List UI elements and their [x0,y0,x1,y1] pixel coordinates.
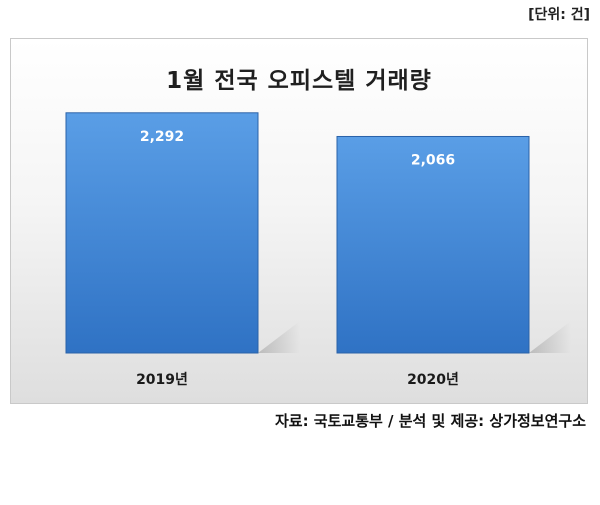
unit-label: [단위: 건] [528,7,590,23]
bar-2019년 [65,112,259,354]
x-tick-label: 2019년 [136,372,188,388]
bar-chart: 2,292 2019년 2,066 2020년 [65,112,571,388]
bar-shadow [258,321,300,353]
chart-title: 1월 전국 오피스텔 거래량 [166,68,432,94]
source-label: 자료: 국토교통부 / 분석 및 제공: 상가정보연구소 [274,412,586,430]
bar-shadow [529,321,571,353]
bar-2020년 [336,135,530,354]
chart-panel: 1월 전국 오피스텔 거래량 2,292 2019년 2,066 2020년 [10,38,588,404]
x-tick-label: 2020년 [407,372,459,388]
bar-value-label: 2,292 [140,129,184,145]
bar-value-label: 2,066 [411,152,455,168]
